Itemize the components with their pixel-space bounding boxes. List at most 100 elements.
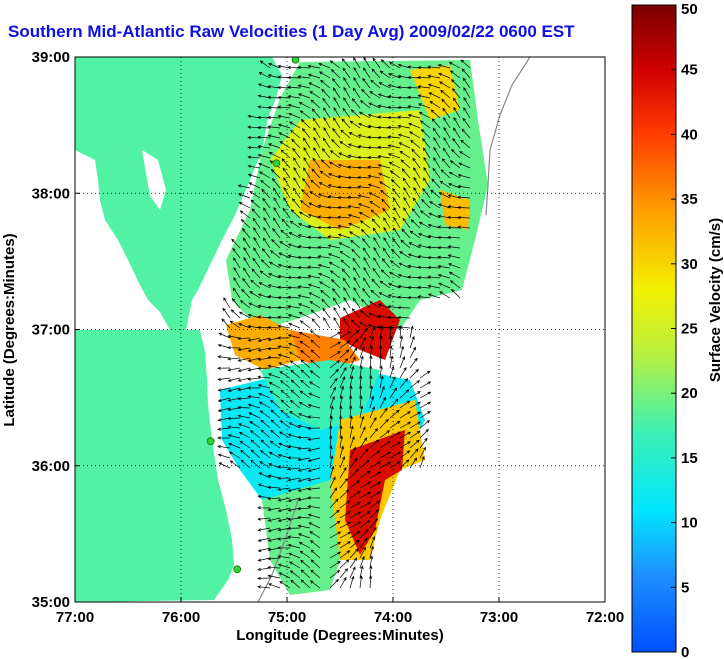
velocity-arrow (221, 318, 231, 329)
velocity-arrow (341, 118, 351, 129)
velocity-arrow (243, 257, 251, 269)
velocity-arrow (271, 238, 281, 249)
velocity-arrow (417, 285, 431, 290)
velocity-arrow (287, 304, 301, 309)
velocity-arrow (389, 376, 396, 389)
velocity-arrow (287, 104, 301, 109)
velocity-arrow (389, 170, 401, 179)
velocity-arrow (287, 535, 301, 539)
velocity-arrow (257, 125, 271, 130)
velocity-arrow (247, 145, 261, 150)
velocity-arrow (240, 459, 251, 469)
velocity-arrow (378, 181, 391, 189)
velocity-arrow (307, 265, 321, 269)
colorbar-tick-label: 10 (681, 515, 698, 532)
velocity-arrow (349, 521, 361, 529)
velocity-arrow (349, 548, 359, 559)
velocity-arrow (423, 157, 431, 169)
velocity-arrow (280, 399, 291, 409)
velocity-arrow (262, 237, 271, 249)
velocity-arrow (339, 385, 345, 399)
colorbar: 0 5 10 15 20 25 30 35 40 45 50 Surface Velocity (c… (631, 1, 724, 659)
velocity-arrow (377, 125, 391, 130)
velocity-arrow (278, 572, 291, 579)
velocity-arrow (399, 389, 410, 399)
velocity-arrow (227, 425, 241, 429)
velocity-arrow (427, 223, 441, 229)
velocity-arrow (229, 460, 241, 469)
velocity-arrow (307, 457, 321, 462)
velocity-arrow (380, 59, 391, 69)
velocity-arrow (329, 569, 341, 579)
velocity-arrow (227, 367, 241, 372)
x-tick-label: 73:00 (480, 609, 518, 626)
velocity-arrow (278, 132, 291, 139)
velocity-arrow (237, 184, 251, 189)
velocity-arrow (309, 381, 321, 389)
velocity-arrow (367, 155, 381, 160)
velocity-arrow (290, 389, 301, 399)
velocity-arrow (389, 335, 393, 349)
velocity-arrow (428, 92, 441, 99)
velocity-arrow (449, 70, 461, 79)
velocity-arrow (351, 98, 361, 109)
velocity-arrow (279, 371, 291, 379)
y-tick-label: 36:00 (32, 458, 70, 475)
velocity-arrow (340, 259, 351, 269)
velocity-arrow (227, 407, 241, 412)
velocity-arrow (349, 329, 360, 339)
velocity-arrow (243, 247, 251, 259)
velocity-arrow (247, 337, 261, 342)
velocity-arrow (463, 96, 471, 109)
velocity-arrow (339, 376, 346, 389)
velocity-arrow (291, 138, 301, 149)
velocity-arrow (427, 255, 441, 260)
velocity-arrow (379, 396, 386, 409)
velocity-arrow (267, 315, 281, 320)
velocity-arrow (349, 446, 356, 459)
velocity-arrow (307, 426, 321, 430)
velocity-arrow (327, 244, 341, 249)
velocity-arrow (241, 288, 251, 299)
velocity-arrow (293, 167, 301, 179)
velocity-arrow (399, 378, 409, 389)
velocity-arrow (307, 64, 321, 69)
velocity-arrow (369, 491, 381, 499)
velocity-arrow (327, 215, 341, 220)
velocity-arrow (308, 202, 321, 209)
velocity-arrow (463, 86, 471, 99)
velocity-arrow (353, 67, 361, 79)
velocity-arrow (339, 340, 351, 349)
velocity-arrow (379, 430, 391, 439)
velocity-arrow (359, 537, 368, 549)
velocity-arrow (349, 435, 355, 449)
velocity-arrow (407, 113, 421, 119)
velocity-arrow (249, 430, 261, 439)
velocity-arrow (377, 154, 391, 159)
velocity-arrow (387, 105, 401, 110)
velocity-arrow (323, 117, 331, 129)
velocity-arrow (268, 261, 281, 269)
velocity-arrow (312, 117, 321, 129)
velocity-arrow (399, 421, 412, 429)
colorbar-tick-label: 0 (681, 644, 689, 659)
velocity-arrow (307, 283, 321, 289)
velocity-arrow (377, 303, 391, 309)
velocity-arrow (282, 207, 291, 219)
velocity-arrow (238, 432, 251, 439)
velocity-arrow (359, 437, 368, 449)
velocity-arrow (223, 297, 231, 309)
radar-site-marker (272, 159, 281, 168)
velocity-arrow (267, 547, 281, 552)
velocity-arrow (417, 275, 431, 280)
velocity-arrow (407, 285, 421, 290)
colorbar-gradient (631, 4, 677, 653)
velocity-arrow (237, 397, 251, 401)
velocity-arrow (272, 187, 281, 199)
velocity-arrow (257, 585, 271, 589)
velocity-arrow (397, 124, 411, 129)
velocity-arrow (358, 321, 371, 329)
velocity-arrow (369, 345, 374, 359)
velocity-arrow (303, 167, 311, 179)
velocity-arrow (393, 207, 401, 219)
